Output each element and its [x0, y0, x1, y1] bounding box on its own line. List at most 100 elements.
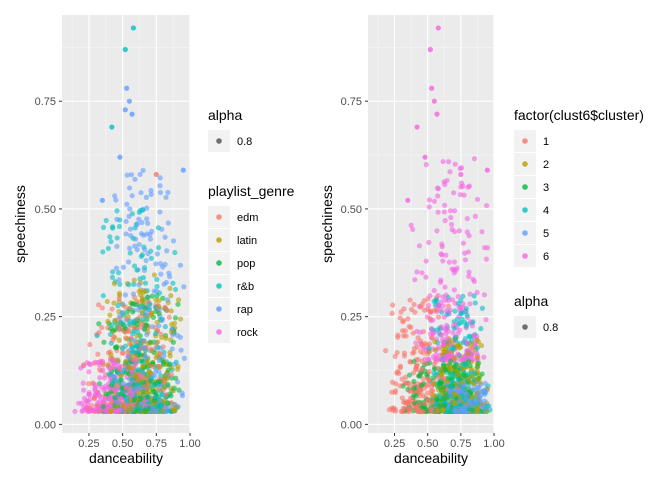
data-point	[389, 379, 396, 385]
data-point	[153, 171, 159, 178]
data-point	[167, 353, 173, 359]
data-point	[136, 241, 142, 248]
legend-label: 2	[543, 159, 549, 171]
data-point	[440, 158, 446, 165]
data-point	[414, 363, 420, 369]
legend-label: pop	[237, 258, 255, 270]
legend-label: rap	[237, 304, 253, 316]
data-point	[116, 337, 122, 343]
x-tick-label: 0.25	[78, 438, 99, 450]
data-point	[143, 288, 149, 294]
data-point	[481, 354, 487, 360]
data-point	[170, 339, 176, 345]
data-point	[117, 364, 123, 371]
data-point	[108, 352, 114, 358]
data-point	[130, 301, 136, 307]
data-point	[430, 375, 436, 381]
data-point	[141, 339, 147, 345]
legend-label: r&b	[237, 281, 254, 293]
data-point	[151, 272, 157, 278]
data-point	[470, 276, 476, 282]
data-point	[163, 408, 169, 414]
data-point	[465, 351, 471, 357]
data-point	[142, 280, 149, 286]
data-point	[407, 358, 413, 365]
data-point	[444, 177, 450, 184]
data-point	[427, 315, 433, 322]
legend-swatch	[216, 260, 222, 266]
data-point	[408, 324, 414, 330]
data-points	[383, 25, 493, 415]
data-point	[127, 388, 133, 395]
data-point	[166, 362, 173, 368]
data-point	[400, 399, 407, 405]
data-point	[434, 374, 440, 380]
data-point	[457, 305, 464, 311]
data-point	[91, 396, 97, 402]
data-point	[442, 202, 448, 208]
data-point	[427, 46, 433, 53]
data-point	[411, 301, 417, 308]
data-point	[130, 309, 136, 315]
data-point	[427, 293, 433, 299]
data-point	[158, 271, 164, 277]
data-point	[79, 408, 85, 414]
legend-label: 3	[543, 182, 549, 194]
data-point	[402, 328, 408, 334]
data-point	[423, 360, 429, 367]
data-point	[156, 323, 162, 329]
data-point	[116, 313, 122, 320]
data-point	[154, 276, 160, 283]
data-point	[460, 293, 466, 299]
data-point	[125, 349, 131, 355]
data-point	[105, 362, 111, 368]
data-point	[166, 270, 172, 276]
data-point	[156, 298, 162, 304]
data-point	[87, 396, 93, 402]
data-point	[405, 197, 411, 203]
data-point	[151, 398, 157, 404]
data-point	[86, 381, 92, 387]
data-point	[451, 190, 457, 196]
data-point	[465, 376, 471, 383]
data-point	[166, 404, 172, 410]
data-point	[435, 209, 441, 215]
data-point	[124, 201, 130, 207]
data-point	[139, 309, 145, 315]
data-point	[144, 312, 150, 319]
data-point	[470, 346, 476, 352]
data-point	[433, 298, 439, 304]
data-point	[147, 339, 153, 345]
data-point	[95, 351, 101, 357]
data-point	[177, 262, 184, 268]
data-point	[147, 378, 154, 384]
data-point	[145, 251, 151, 257]
data-point	[403, 374, 409, 380]
data-point	[123, 231, 129, 237]
data-point	[421, 400, 427, 406]
data-point	[128, 335, 134, 341]
data-point	[410, 226, 416, 232]
data-point	[169, 346, 175, 352]
data-point	[425, 397, 431, 403]
data-point	[463, 305, 469, 312]
data-point	[111, 300, 117, 306]
data-point	[426, 368, 432, 375]
data-point	[124, 85, 130, 91]
x-axis-title: danceability	[89, 450, 163, 466]
data-point	[113, 197, 119, 203]
data-point	[138, 396, 144, 402]
data-point	[442, 297, 449, 303]
data-point	[426, 197, 433, 203]
data-point	[455, 351, 461, 357]
data-point	[467, 291, 473, 297]
data-point	[139, 358, 145, 364]
legend-title: factor(clust6$cluster)	[514, 107, 644, 123]
data-point	[178, 347, 184, 353]
data-point	[124, 172, 130, 178]
data-point	[144, 358, 151, 365]
data-point	[126, 245, 133, 251]
data-point	[138, 321, 144, 327]
data-point	[458, 171, 464, 178]
